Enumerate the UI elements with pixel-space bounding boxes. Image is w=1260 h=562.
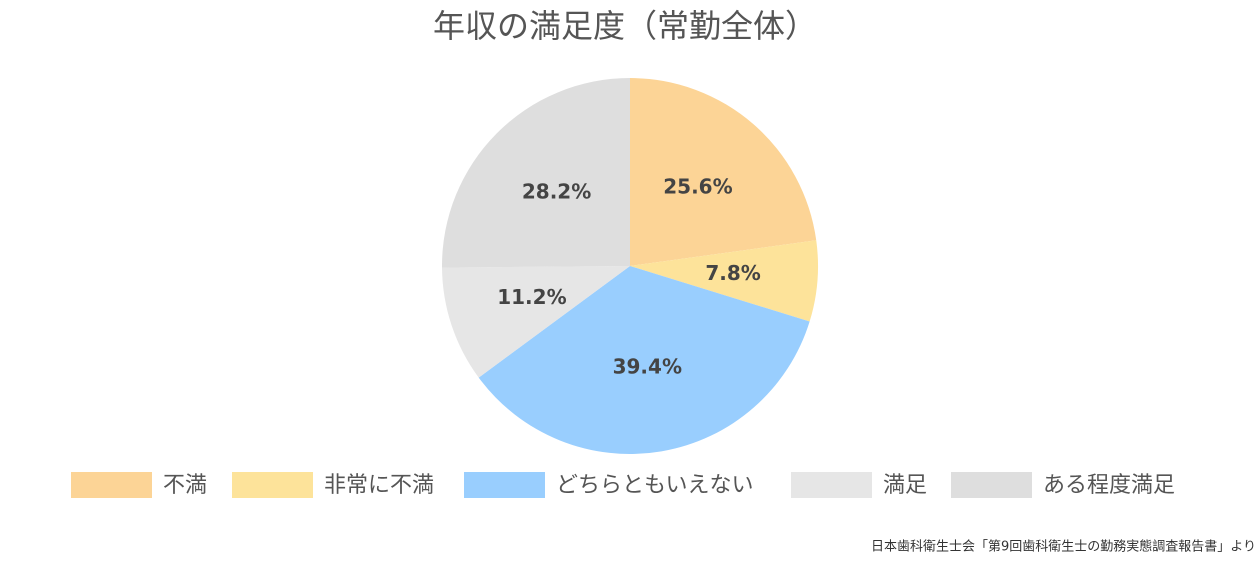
pie-slice	[630, 78, 817, 266]
legend-label: 不満	[163, 473, 207, 498]
legend-swatch	[232, 472, 313, 498]
pie-slice	[442, 78, 630, 268]
source-note: 日本歯科衛生士会「第9回歯科衛生士の勤務実態調査報告書」より	[871, 539, 1256, 555]
legend-label: 非常に不満	[324, 473, 434, 498]
pie-slice	[630, 240, 818, 322]
data-label: 7.8%	[705, 261, 760, 285]
data-label: 28.2%	[522, 180, 591, 204]
chart-title: 年収の満足度（常勤全体）	[433, 7, 817, 45]
legend-label: 満足	[883, 473, 927, 498]
legend-swatch	[791, 472, 872, 498]
legend-swatch	[951, 472, 1032, 498]
legend-label: ある程度満足	[1043, 473, 1175, 498]
pie-slice	[442, 266, 630, 378]
data-label: 39.4%	[613, 354, 682, 378]
legend-label: どちらともいえない	[556, 473, 754, 498]
data-label: 25.6%	[663, 175, 732, 199]
legend-swatch	[71, 472, 152, 498]
pie-slice	[478, 266, 810, 454]
legend-swatch	[464, 472, 545, 498]
data-label: 11.2%	[497, 285, 566, 309]
